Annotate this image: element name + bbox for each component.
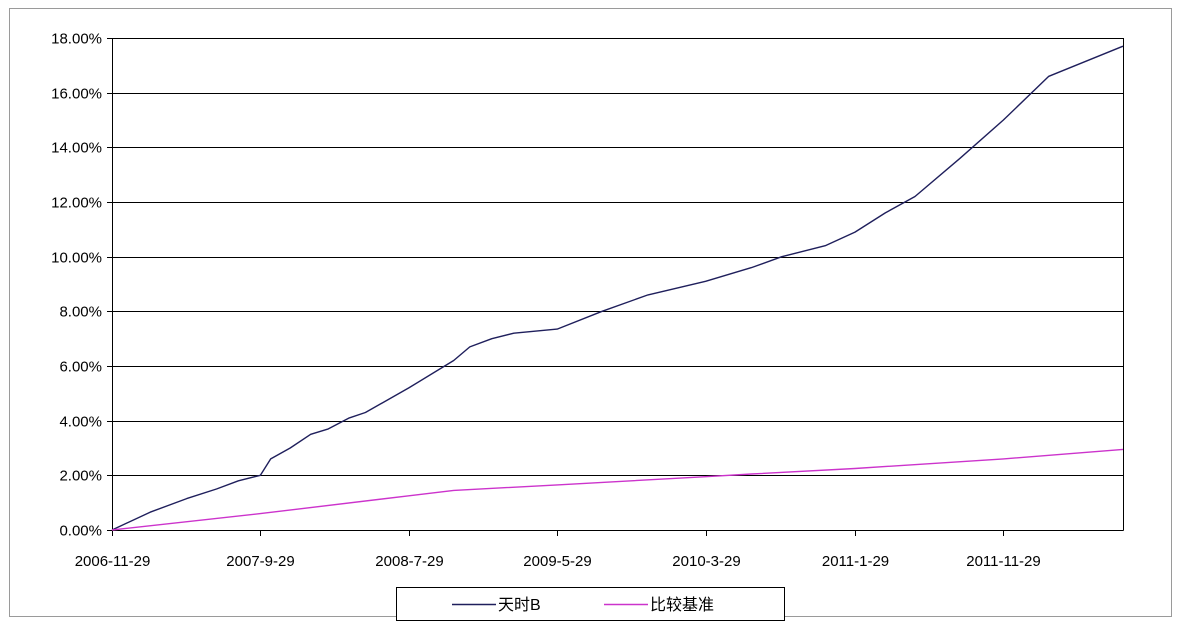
- y-tick-label: 2.00%: [59, 468, 102, 485]
- y-tick-label: 10.00%: [51, 250, 102, 267]
- y-tick-label: 4.00%: [59, 414, 102, 431]
- y-tick-label: 14.00%: [51, 140, 102, 157]
- y-tick-labels: 0.00% 2.00% 4.00% 6.00% 8.00% 10.00% 12.00% 14.…: [51, 31, 102, 540]
- x-tick-label: 2009-5-29: [523, 553, 591, 570]
- y-tick-label: 0.00%: [59, 523, 102, 540]
- legend: 天时B 比较基准: [396, 587, 785, 621]
- gridlines: [112, 38, 1123, 531]
- y-tick-label: 16.00%: [51, 86, 102, 103]
- legend-label: 天时B: [498, 596, 541, 614]
- legend-label: 比较基准: [650, 596, 714, 614]
- x-tick-label: 2011-11-29: [966, 553, 1041, 570]
- x-tick-label: 2007-9-29: [226, 553, 294, 570]
- x-tick-label: 2010-3-29: [672, 553, 740, 570]
- y-tick-label: 12.00%: [51, 195, 102, 212]
- y-tick-label: 6.00%: [59, 359, 102, 376]
- outer-border: [9, 8, 1172, 617]
- x-tick-labels: 2006-11-29 2007-9-29 2008-7-29 2009-5-29 201…: [75, 553, 1041, 570]
- series-line-1: [111, 448, 1124, 531]
- y-tick-label: 18.00%: [51, 31, 102, 48]
- axes: [107, 38, 1124, 536]
- x-tick-label: 2011-1-29: [822, 553, 889, 570]
- series-lines: [111, 45, 1124, 531]
- series-line-0: [111, 45, 1124, 531]
- y-tick-label: 8.00%: [59, 304, 102, 321]
- x-tick-label: 2006-11-29: [75, 553, 151, 570]
- x-tick-label: 2008-7-29: [375, 553, 443, 570]
